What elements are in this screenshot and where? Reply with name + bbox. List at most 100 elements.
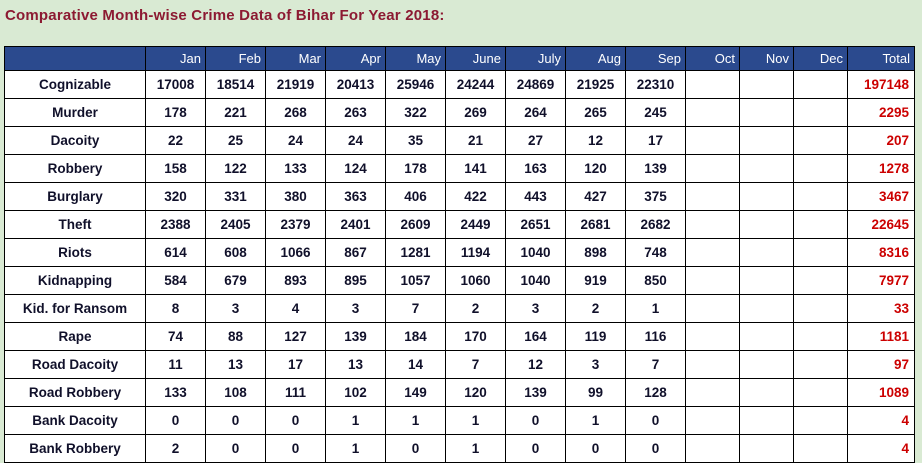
data-cell: 919 (565, 266, 626, 295)
data-cell: 133 (265, 154, 326, 183)
data-cell: 22 (145, 126, 206, 155)
data-cell (793, 182, 848, 211)
data-cell: 0 (205, 434, 266, 463)
column-header: Total (847, 46, 915, 71)
data-cell: 120 (445, 378, 506, 407)
row-label: Murder (4, 98, 146, 127)
total-cell: 97 (847, 350, 915, 379)
data-cell: 139 (505, 378, 566, 407)
table-row: Robbery 158 122 133 124 178 141 163 120 139 1278 (4, 154, 915, 183)
data-cell (793, 154, 848, 183)
data-cell: 1066 (265, 238, 326, 267)
table-body: Cognizable 17008 18514 21919 20413 25946 24244… (4, 70, 915, 463)
data-cell: 74 (145, 322, 206, 351)
total-cell: 4 (847, 406, 915, 435)
data-cell: 21 (445, 126, 506, 155)
data-cell: 2449 (445, 210, 506, 239)
crime-data-table: Jan Feb Mar Apr May June July Aug Sep Oct Nov Dec To… (4, 46, 915, 463)
data-cell: 21919 (265, 70, 326, 99)
data-cell: 25 (205, 126, 266, 155)
row-label: Bank Robbery (4, 434, 146, 463)
data-cell: 17008 (145, 70, 206, 99)
total-cell: 33 (847, 294, 915, 323)
row-label: Burglary (4, 182, 146, 211)
data-cell (739, 182, 794, 211)
data-cell: 614 (145, 238, 206, 267)
data-cell: 2 (145, 434, 206, 463)
data-cell: 2405 (205, 210, 266, 239)
data-cell: 1060 (445, 266, 506, 295)
table-row: Kid. for Ransom 8 3 4 3 7 2 3 2 1 33 (4, 294, 915, 323)
data-cell: 322 (385, 98, 446, 127)
data-cell: 17 (265, 350, 326, 379)
column-header: Jan (145, 46, 206, 71)
data-cell: 380 (265, 182, 326, 211)
data-cell: 11 (145, 350, 206, 379)
data-cell (793, 266, 848, 295)
data-cell (793, 294, 848, 323)
total-cell: 1278 (847, 154, 915, 183)
data-cell: 269 (445, 98, 506, 127)
data-cell: 14 (385, 350, 446, 379)
column-header (4, 46, 146, 71)
data-cell: 133 (145, 378, 206, 407)
data-cell: 12 (505, 350, 566, 379)
data-cell: 13 (205, 350, 266, 379)
column-header: Sep (625, 46, 686, 71)
row-label: Kid. for Ransom (4, 294, 146, 323)
data-cell: 102 (325, 378, 386, 407)
data-cell: 0 (145, 406, 206, 435)
data-cell (685, 154, 740, 183)
data-cell: 1 (565, 406, 626, 435)
data-cell: 7 (385, 294, 446, 323)
data-cell: 2401 (325, 210, 386, 239)
row-label: Theft (4, 210, 146, 239)
data-cell: 127 (265, 322, 326, 351)
data-cell: 163 (505, 154, 566, 183)
data-cell: 119 (565, 322, 626, 351)
data-cell (793, 238, 848, 267)
data-cell: 116 (625, 322, 686, 351)
data-cell: 139 (625, 154, 686, 183)
data-cell: 268 (265, 98, 326, 127)
column-header: Oct (685, 46, 740, 71)
data-cell: 12 (565, 126, 626, 155)
data-cell: 263 (325, 98, 386, 127)
data-cell: 748 (625, 238, 686, 267)
total-cell: 2295 (847, 98, 915, 127)
data-cell: 0 (265, 406, 326, 435)
data-cell (685, 322, 740, 351)
data-cell: 0 (385, 434, 446, 463)
data-cell: 20413 (325, 70, 386, 99)
table-row: Bank Dacoity 0 0 0 1 1 1 0 1 0 4 (4, 406, 915, 435)
data-cell: 139 (325, 322, 386, 351)
data-cell: 3 (325, 294, 386, 323)
table-row: Rape 74 88 127 139 184 170 164 119 116 1181 (4, 322, 915, 351)
data-cell (793, 434, 848, 463)
data-cell: 24 (325, 126, 386, 155)
data-cell: 88 (205, 322, 266, 351)
data-cell (685, 378, 740, 407)
data-cell: 406 (385, 182, 446, 211)
data-cell (685, 294, 740, 323)
data-cell: 7 (625, 350, 686, 379)
data-cell: 184 (385, 322, 446, 351)
data-cell: 35 (385, 126, 446, 155)
data-cell (685, 434, 740, 463)
data-cell: 1 (325, 434, 386, 463)
table-row: Murder 178 221 268 263 322 269 264 265 245 2295 (4, 98, 915, 127)
row-label: Road Dacoity (4, 350, 146, 379)
data-cell: 164 (505, 322, 566, 351)
data-cell: 3 (505, 294, 566, 323)
data-cell (793, 406, 848, 435)
data-cell: 221 (205, 98, 266, 127)
data-cell (739, 126, 794, 155)
data-cell (739, 322, 794, 351)
column-header: May (385, 46, 446, 71)
data-cell: 8 (145, 294, 206, 323)
total-cell: 7977 (847, 266, 915, 295)
column-header: June (445, 46, 506, 71)
total-cell: 4 (847, 434, 915, 463)
data-cell: 895 (325, 266, 386, 295)
data-cell: 1 (325, 406, 386, 435)
